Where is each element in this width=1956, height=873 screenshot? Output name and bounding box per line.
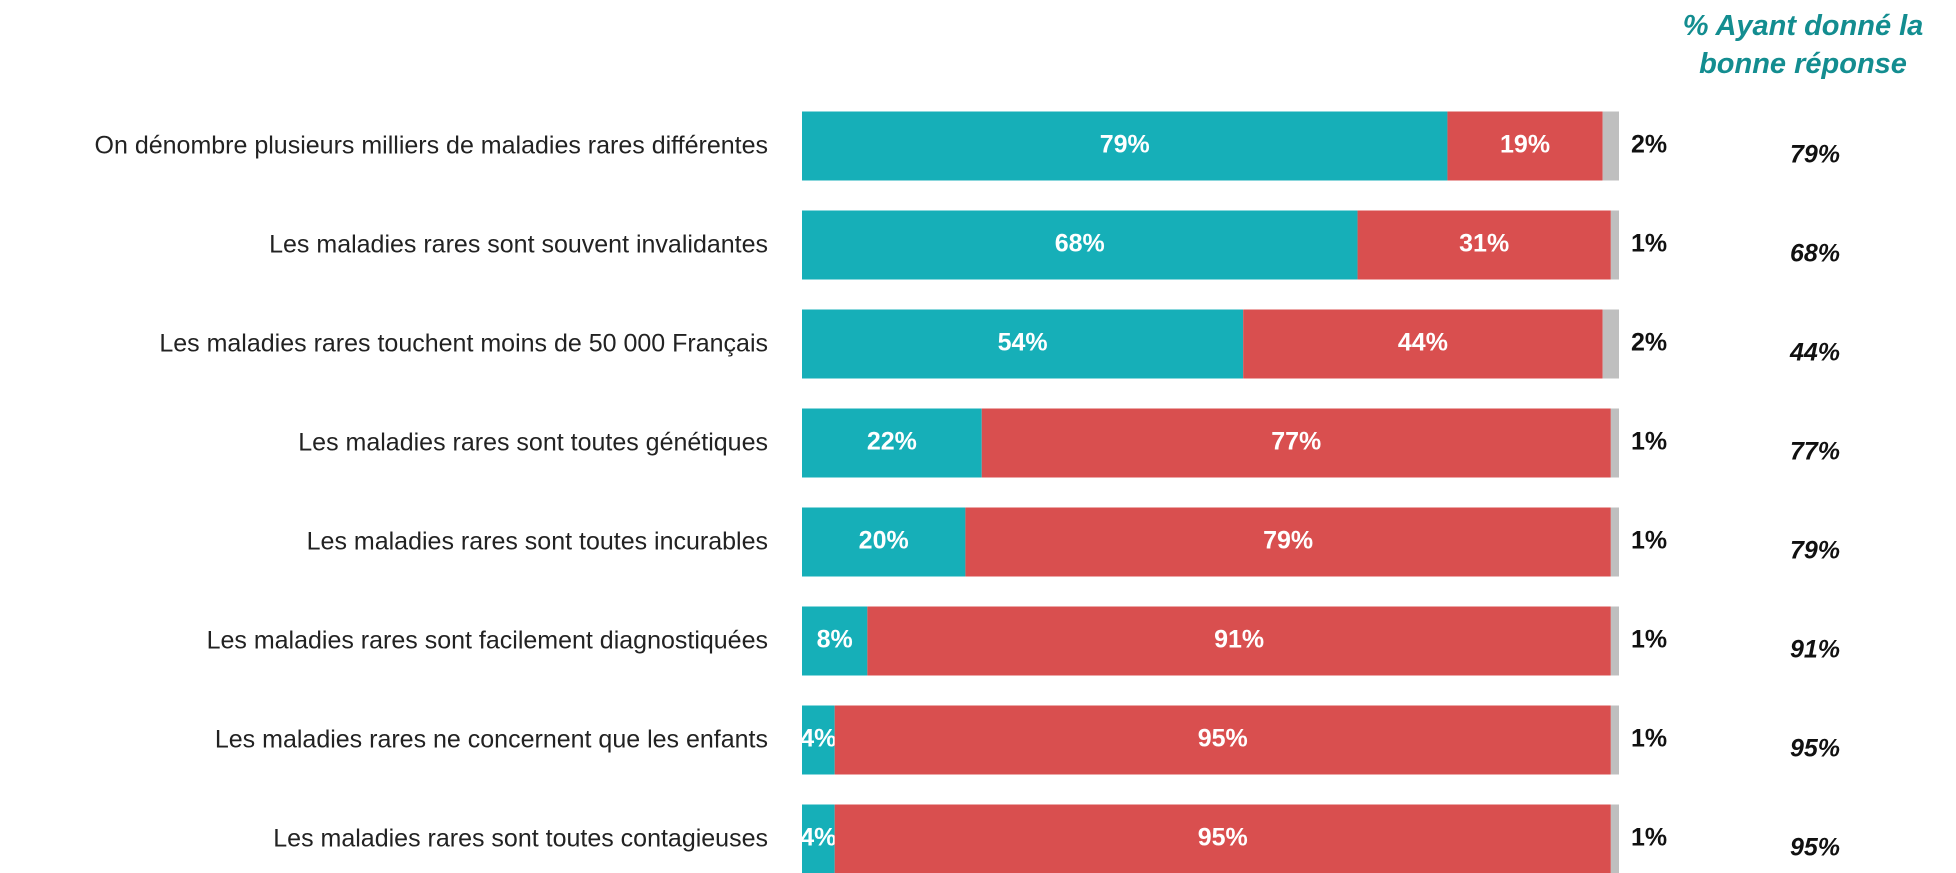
value-label: 68% [1055,230,1105,258]
value-label: 20% [859,527,909,555]
bar-segment [802,606,868,676]
value-label: 4% [800,725,836,753]
value-label: 19% [1500,131,1550,159]
category-label: Les maladies rares sont toutes incurable… [306,527,768,556]
value-label: 31% [1459,230,1509,258]
side-value: 79% [1790,141,1840,169]
bar-segment [1357,210,1611,280]
category-label: Les maladies rares touchent moins de 50 … [159,329,768,358]
side-value: 79% [1790,537,1840,565]
value-label: 79% [1263,527,1313,555]
category-label: Les maladies rares ne concernent que les… [214,725,768,754]
category-label: Les maladies rares sont facilement diagn… [206,626,768,655]
bar-segment [1447,111,1603,181]
bar-segment [802,309,1244,379]
value-label: 91% [1214,626,1264,654]
bar-segment [1610,507,1619,577]
value-label: 54% [998,329,1048,357]
value-label: 22% [867,428,917,456]
side-value: 91% [1790,636,1840,664]
bar-segment [1610,210,1619,280]
category-label: Les maladies rares sont toutes génétique… [298,428,768,457]
bar-segment [1610,606,1619,676]
bar-segment [867,606,1611,676]
value-label: 2% [1631,131,1667,159]
value-label: 1% [1631,428,1667,456]
value-label: 79% [1100,131,1150,159]
side-value: 95% [1790,735,1840,763]
value-label: 95% [1198,824,1248,852]
side-value: 68% [1790,240,1840,268]
side-column-title: % Ayant donné la bonne réponse [1682,10,1924,80]
category-label: Les maladies rares sont toutes contagieu… [273,824,768,853]
value-label: 77% [1271,428,1321,456]
bar-segment [1610,705,1619,775]
value-label: 1% [1631,824,1667,852]
bar-segment [1602,111,1619,181]
bar-segment [1602,309,1619,379]
value-label: 8% [817,626,853,654]
bar-segment [1610,804,1619,873]
value-label: 2% [1631,329,1667,357]
bar-segment [802,408,982,478]
value-label: 4% [800,824,836,852]
bar-segment [802,804,835,873]
bar-segment [802,210,1358,280]
value-label: 44% [1398,329,1448,357]
bar-segment [802,705,835,775]
bar-segment [802,507,966,577]
side-value: 77% [1790,438,1840,466]
bar-segment [834,705,1611,775]
category-label: On dénombre plusieurs milliers de maladi… [94,131,768,160]
bar-segment [965,507,1611,577]
value-label: 1% [1631,626,1667,654]
bar-segment [1243,309,1603,379]
bar-segment [1610,408,1619,478]
bar-segment [981,408,1611,478]
value-label: 1% [1631,527,1667,555]
value-label: 1% [1631,725,1667,753]
value-label: 1% [1631,230,1667,258]
bar-segment [834,804,1611,873]
side-value: 44% [1789,339,1840,367]
value-label: 95% [1198,725,1248,753]
bar-segment [802,111,1448,181]
side-value: 95% [1790,834,1840,862]
category-label: Les maladies rares sont souvent invalida… [269,230,768,259]
